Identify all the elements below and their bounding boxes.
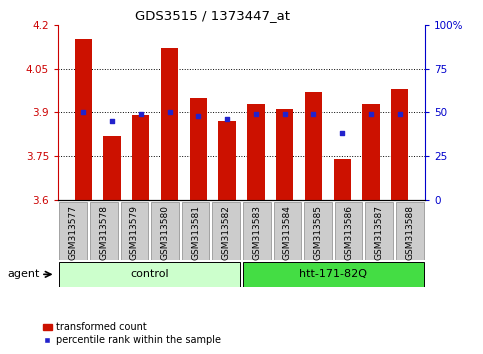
Text: GSM313579: GSM313579 [130,205,139,260]
FancyBboxPatch shape [213,202,240,260]
Bar [276,109,293,200]
Bar [161,48,178,200]
Text: GSM313581: GSM313581 [191,205,200,260]
FancyBboxPatch shape [274,202,301,260]
FancyBboxPatch shape [304,202,332,260]
Bar [132,115,149,200]
Bar [190,98,207,200]
Point [195,113,202,119]
FancyBboxPatch shape [396,202,424,260]
FancyBboxPatch shape [182,202,210,260]
Text: GSM313577: GSM313577 [69,205,78,260]
FancyBboxPatch shape [366,202,393,260]
Text: GSM313586: GSM313586 [344,205,353,260]
FancyBboxPatch shape [335,202,362,260]
Bar [391,89,408,200]
Point [252,111,260,117]
Legend: transformed count, percentile rank within the sample: transformed count, percentile rank withi… [39,319,225,349]
FancyBboxPatch shape [243,262,424,287]
Point [310,111,317,117]
FancyBboxPatch shape [59,262,240,287]
Point [223,116,231,122]
Text: GSM313588: GSM313588 [405,205,414,260]
Text: GSM313582: GSM313582 [222,205,231,259]
Text: htt-171-82Q: htt-171-82Q [299,269,367,279]
Bar [362,104,380,200]
FancyBboxPatch shape [90,202,118,260]
Text: GSM313580: GSM313580 [160,205,170,260]
Text: GSM313584: GSM313584 [283,205,292,259]
Bar [103,136,121,200]
Text: GDS3515 / 1373447_at: GDS3515 / 1373447_at [135,9,290,22]
Point [79,110,87,115]
FancyBboxPatch shape [121,202,148,260]
Point [166,110,173,115]
Point [108,118,116,124]
Text: GSM313578: GSM313578 [99,205,108,260]
Bar [218,121,236,200]
Bar [247,104,265,200]
Bar [75,39,92,200]
FancyBboxPatch shape [243,202,270,260]
Point [281,111,288,117]
Text: GSM313587: GSM313587 [375,205,384,260]
Point [396,111,404,117]
FancyBboxPatch shape [151,202,179,260]
Text: GSM313585: GSM313585 [313,205,323,260]
Text: GSM313583: GSM313583 [252,205,261,260]
Point [338,131,346,136]
Bar [334,159,351,200]
FancyBboxPatch shape [59,202,87,260]
Point [137,111,145,117]
Bar [305,92,322,200]
Text: control: control [130,269,169,279]
Point [367,111,375,117]
Text: agent: agent [7,269,40,279]
